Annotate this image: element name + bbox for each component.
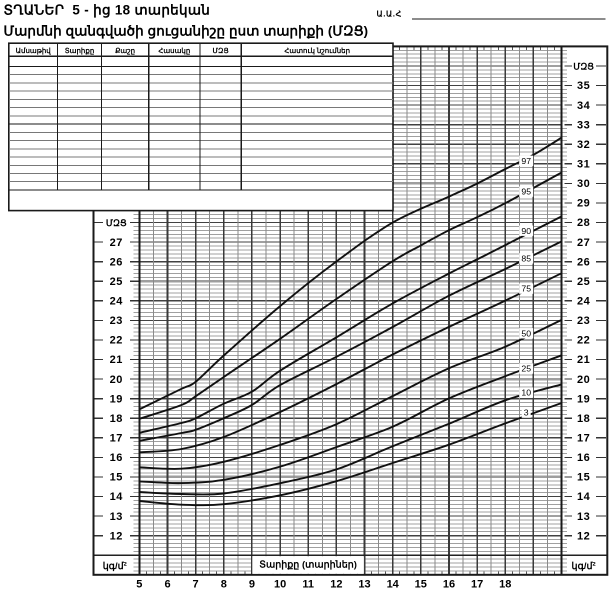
svg-text:12: 12	[577, 530, 590, 542]
svg-text:21: 21	[110, 354, 123, 366]
svg-text:21: 21	[577, 354, 590, 366]
svg-text:8: 8	[221, 578, 227, 590]
svg-text:30: 30	[577, 178, 590, 190]
svg-text:85: 85	[521, 254, 531, 264]
svg-text:17: 17	[110, 433, 123, 445]
svg-text:19: 19	[577, 393, 590, 405]
svg-text:18: 18	[110, 413, 123, 425]
svg-text:24: 24	[110, 296, 124, 308]
svg-text:ՏՂԱՆԵՐ 5 - ից 18 տարեկան: ՏՂԱՆԵՐ 5 - ից 18 տարեկան	[4, 3, 211, 19]
svg-text:14: 14	[577, 491, 591, 503]
svg-text:12: 12	[330, 578, 342, 590]
svg-text:12: 12	[110, 530, 123, 542]
svg-text:14: 14	[387, 578, 400, 590]
svg-text:ՄԶՑ: ՄԶՑ	[106, 218, 127, 228]
svg-text:18: 18	[577, 413, 590, 425]
svg-text:Մարմնի զանգվածի ցուցանիշը ըստ: Մարմնի զանգվածի ցուցանիշը ըստ տարիքի (ՄԶ…	[4, 23, 369, 39]
svg-text:13: 13	[577, 511, 590, 523]
svg-text:27: 27	[577, 237, 590, 249]
svg-text:15: 15	[110, 472, 123, 484]
svg-text:25: 25	[577, 276, 590, 288]
svg-text:18: 18	[499, 578, 511, 590]
svg-text:Հատուկ նշումներ: Հատուկ նշումներ	[284, 47, 350, 55]
svg-text:10: 10	[274, 578, 286, 590]
svg-text:5: 5	[136, 578, 142, 590]
svg-text:23: 23	[110, 315, 123, 327]
svg-text:20: 20	[577, 374, 590, 386]
svg-text:25: 25	[521, 364, 531, 374]
svg-text:ՄԶՑ: ՄԶՑ	[213, 47, 229, 55]
svg-text:19: 19	[110, 393, 123, 405]
svg-text:16: 16	[577, 452, 590, 464]
svg-text:27: 27	[110, 237, 123, 249]
svg-text:33: 33	[577, 119, 590, 131]
svg-text:95: 95	[521, 187, 531, 197]
svg-text:13: 13	[358, 578, 370, 590]
svg-text:22: 22	[577, 335, 590, 347]
svg-text:13: 13	[110, 511, 123, 523]
svg-text:31: 31	[577, 159, 590, 171]
svg-text:7: 7	[193, 578, 199, 590]
svg-text:Քաշը: Քաշը	[115, 47, 135, 55]
svg-text:75: 75	[521, 284, 531, 294]
svg-text:15: 15	[415, 578, 427, 590]
svg-text:Ա.Ա.Հ: Ա.Ա.Հ	[377, 10, 402, 19]
svg-text:ՄԶՑ: ՄԶՑ	[573, 62, 594, 72]
svg-text:3: 3	[524, 408, 529, 418]
svg-text:26: 26	[110, 256, 123, 268]
svg-text:Տարիքը (տարիներ): Տարիքը (տարիներ)	[259, 560, 357, 571]
svg-text:25: 25	[110, 276, 123, 288]
svg-text:Ամսաթիվ: Ամսաթիվ	[16, 47, 52, 55]
svg-text:24: 24	[577, 296, 591, 308]
svg-text:20: 20	[110, 374, 123, 386]
svg-text:28: 28	[577, 217, 590, 229]
svg-text:17: 17	[577, 433, 590, 445]
svg-text:50: 50	[521, 328, 531, 338]
svg-text:97: 97	[521, 156, 531, 166]
svg-text:16: 16	[443, 578, 455, 590]
svg-text:26: 26	[577, 256, 590, 268]
svg-text:90: 90	[521, 226, 531, 236]
svg-text:17: 17	[471, 578, 483, 590]
svg-text:22: 22	[110, 335, 123, 347]
svg-text:16: 16	[110, 452, 123, 464]
svg-text:14: 14	[110, 491, 124, 503]
svg-text:9: 9	[249, 578, 255, 590]
svg-text:կգ/մ²: կգ/մ²	[572, 561, 596, 572]
svg-text:11: 11	[302, 578, 314, 590]
svg-text:23: 23	[577, 315, 590, 327]
svg-text:15: 15	[577, 472, 590, 484]
svg-text:Տարիքը: Տարիքը	[65, 47, 95, 55]
svg-text:կգ/մ²: կգ/մ²	[103, 561, 127, 572]
svg-text:34: 34	[577, 100, 591, 112]
svg-text:35: 35	[577, 80, 590, 92]
svg-text:6: 6	[164, 578, 170, 590]
svg-text:Հասակը: Հասակը	[158, 47, 190, 55]
svg-text:29: 29	[577, 198, 590, 210]
svg-text:10: 10	[521, 388, 531, 398]
svg-text:32: 32	[577, 139, 590, 151]
